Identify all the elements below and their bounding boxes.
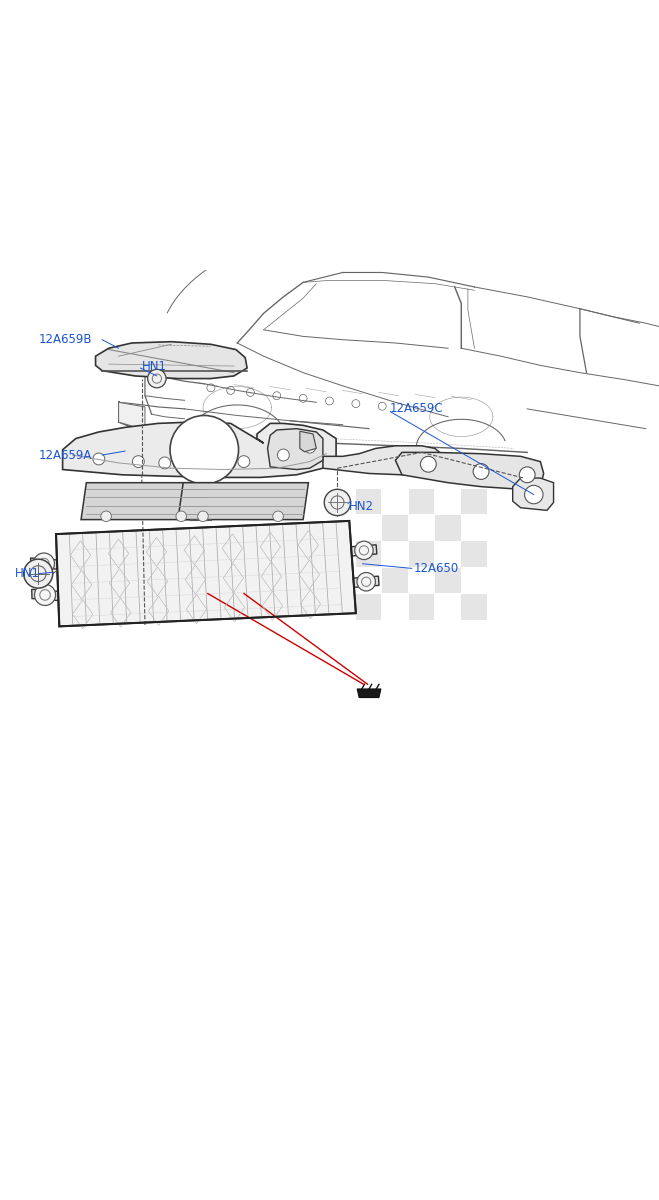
Bar xyxy=(409,488,434,515)
Bar xyxy=(435,594,461,619)
Polygon shape xyxy=(119,402,145,430)
Circle shape xyxy=(238,456,250,468)
Circle shape xyxy=(357,572,376,590)
Circle shape xyxy=(355,541,373,559)
Bar xyxy=(356,488,382,515)
Circle shape xyxy=(198,511,208,522)
Polygon shape xyxy=(63,422,336,478)
Circle shape xyxy=(34,584,55,606)
Polygon shape xyxy=(300,431,316,451)
Text: HN1: HN1 xyxy=(142,360,167,372)
Bar xyxy=(435,541,461,568)
Polygon shape xyxy=(323,445,443,475)
Circle shape xyxy=(24,559,53,588)
Circle shape xyxy=(304,442,316,454)
Polygon shape xyxy=(119,420,152,430)
Text: 12A659B: 12A659B xyxy=(38,334,92,346)
Circle shape xyxy=(324,490,351,516)
Text: HN1: HN1 xyxy=(14,568,40,580)
Circle shape xyxy=(176,511,186,522)
Circle shape xyxy=(277,449,289,461)
Bar xyxy=(409,594,434,619)
Polygon shape xyxy=(353,576,379,587)
Circle shape xyxy=(273,511,283,522)
Bar xyxy=(382,541,408,568)
Bar xyxy=(409,568,434,594)
Bar xyxy=(461,488,487,515)
Bar xyxy=(461,541,487,568)
Circle shape xyxy=(420,456,436,472)
Polygon shape xyxy=(81,482,212,520)
Circle shape xyxy=(132,456,144,468)
Polygon shape xyxy=(56,521,356,626)
Bar xyxy=(435,488,461,515)
Text: 12A659C: 12A659C xyxy=(390,402,444,415)
Bar xyxy=(382,488,408,515)
Bar xyxy=(409,541,434,568)
Text: 12A659A: 12A659A xyxy=(38,449,92,462)
Bar xyxy=(409,515,434,541)
Circle shape xyxy=(525,485,543,504)
Bar xyxy=(356,541,382,568)
Bar xyxy=(435,515,461,541)
Bar xyxy=(382,594,408,619)
Polygon shape xyxy=(96,342,247,378)
Bar xyxy=(382,568,408,594)
Circle shape xyxy=(101,511,111,522)
Polygon shape xyxy=(513,478,554,510)
Circle shape xyxy=(519,467,535,482)
Circle shape xyxy=(170,415,239,484)
Circle shape xyxy=(148,370,166,388)
Circle shape xyxy=(93,454,105,464)
Bar xyxy=(461,515,487,541)
Circle shape xyxy=(159,457,171,469)
Polygon shape xyxy=(268,428,323,469)
Text: HN2: HN2 xyxy=(349,500,374,512)
Polygon shape xyxy=(32,589,59,600)
Bar xyxy=(435,568,461,594)
Polygon shape xyxy=(178,482,308,520)
Bar xyxy=(461,568,487,594)
Text: scuderia: scuderia xyxy=(78,548,357,605)
Polygon shape xyxy=(357,689,381,697)
Bar xyxy=(356,568,382,594)
Polygon shape xyxy=(30,558,57,569)
Polygon shape xyxy=(351,545,377,556)
Circle shape xyxy=(34,553,55,574)
Bar xyxy=(461,594,487,619)
Bar xyxy=(382,515,408,541)
Polygon shape xyxy=(395,452,544,490)
Bar xyxy=(356,594,382,619)
Circle shape xyxy=(473,463,489,480)
Bar xyxy=(356,515,382,541)
Text: 12A650: 12A650 xyxy=(414,562,459,575)
